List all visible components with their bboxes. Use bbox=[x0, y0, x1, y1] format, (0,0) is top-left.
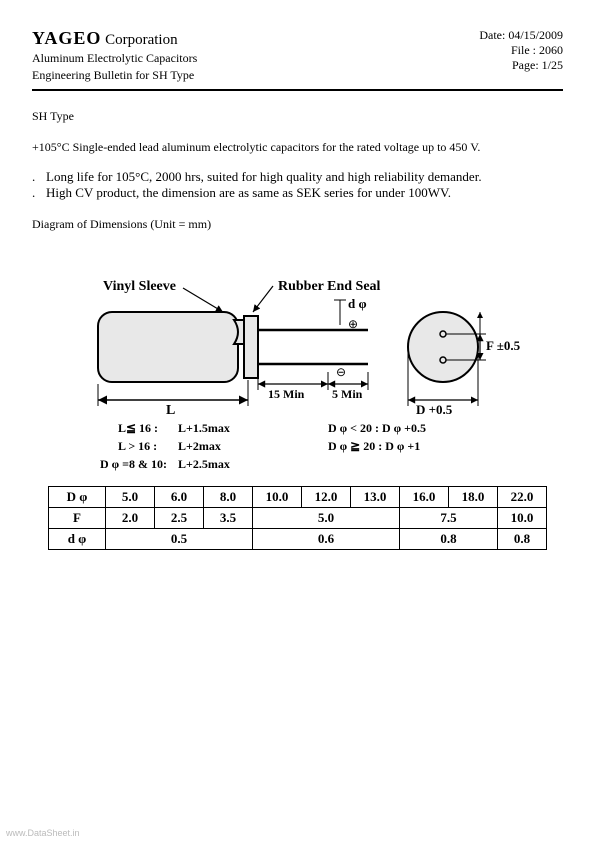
watermark: www.DataSheet.in bbox=[6, 828, 80, 838]
row-label-d: D φ bbox=[49, 487, 106, 508]
five-min: 5 Min bbox=[332, 387, 363, 401]
svg-text:L+2max: L+2max bbox=[178, 439, 221, 453]
company-name: YAGEO Corporation bbox=[32, 28, 197, 49]
svg-text:D φ < 20 : D φ +0.5: D φ < 20 : D φ +0.5 bbox=[328, 421, 426, 435]
table-row: F 2.0 2.5 3.5 5.0 7.5 10.0 bbox=[49, 508, 547, 529]
brand: YAGEO bbox=[32, 28, 101, 48]
table-row: D φ 5.0 6.0 8.0 10.0 12.0 13.0 16.0 18.0… bbox=[49, 487, 547, 508]
d-tol: D +0.5 bbox=[416, 402, 453, 417]
svg-text:L+2.5max: L+2.5max bbox=[178, 457, 230, 471]
header-rule bbox=[32, 89, 563, 91]
row-label-f: F bbox=[49, 508, 106, 529]
diagram-caption: Diagram of Dimensions (Unit = mm) bbox=[32, 217, 563, 232]
bullet-1: Long life for 105°C, 2000 hrs, suited fo… bbox=[46, 169, 482, 185]
header-file: File : 2060 bbox=[479, 43, 563, 58]
dimension-diagram: Vinyl Sleeve Rubber End Seal d φ ⊕ ⊖ bbox=[48, 272, 548, 482]
document-header: YAGEO Corporation Aluminum Electrolytic … bbox=[32, 28, 563, 83]
bullet-2: High CV product, the dimension are as sa… bbox=[46, 185, 451, 201]
svg-text:L+1.5max: L+1.5max bbox=[178, 421, 230, 435]
vinyl-sleeve-label: Vinyl Sleeve bbox=[103, 279, 176, 294]
L-label: L bbox=[166, 403, 175, 418]
type-title: SH Type bbox=[32, 109, 563, 124]
rubber-seal-label: Rubber End Seal bbox=[278, 279, 381, 294]
description: +105°C Single-ended lead aluminum electr… bbox=[32, 140, 563, 155]
header-sub1: Aluminum Electrolytic Capacitors bbox=[32, 51, 197, 66]
table-row: d φ 0.5 0.6 0.8 0.8 bbox=[49, 529, 547, 550]
corp-suffix: Corporation bbox=[105, 32, 178, 48]
fifteen-min: 15 Min bbox=[268, 387, 305, 401]
d-phi-label: d φ bbox=[348, 296, 367, 311]
dimension-table: D φ 5.0 6.0 8.0 10.0 12.0 13.0 16.0 18.0… bbox=[48, 486, 547, 550]
svg-text:L > 16 :: L > 16 : bbox=[118, 439, 157, 453]
svg-text:D φ =8 & 10:: D φ =8 & 10: bbox=[100, 457, 167, 471]
svg-text:D φ ≧ 20 : D φ +1: D φ ≧ 20 : D φ +1 bbox=[328, 439, 420, 453]
row-label-dphi: d φ bbox=[49, 529, 106, 550]
svg-text:L≦ 16 :: L≦ 16 : bbox=[118, 421, 158, 435]
header-date: Date: 04/15/2009 bbox=[479, 28, 563, 43]
f-tol: F ±0.5 bbox=[486, 338, 521, 353]
header-page: Page: 1/25 bbox=[479, 58, 563, 73]
minus-icon: ⊖ bbox=[336, 365, 346, 379]
bullet-dot: . bbox=[32, 169, 46, 185]
plus-icon: ⊕ bbox=[348, 317, 358, 331]
bullet-dot: . bbox=[32, 185, 46, 201]
header-sub2: Engineering Bulletin for SH Type bbox=[32, 68, 197, 83]
